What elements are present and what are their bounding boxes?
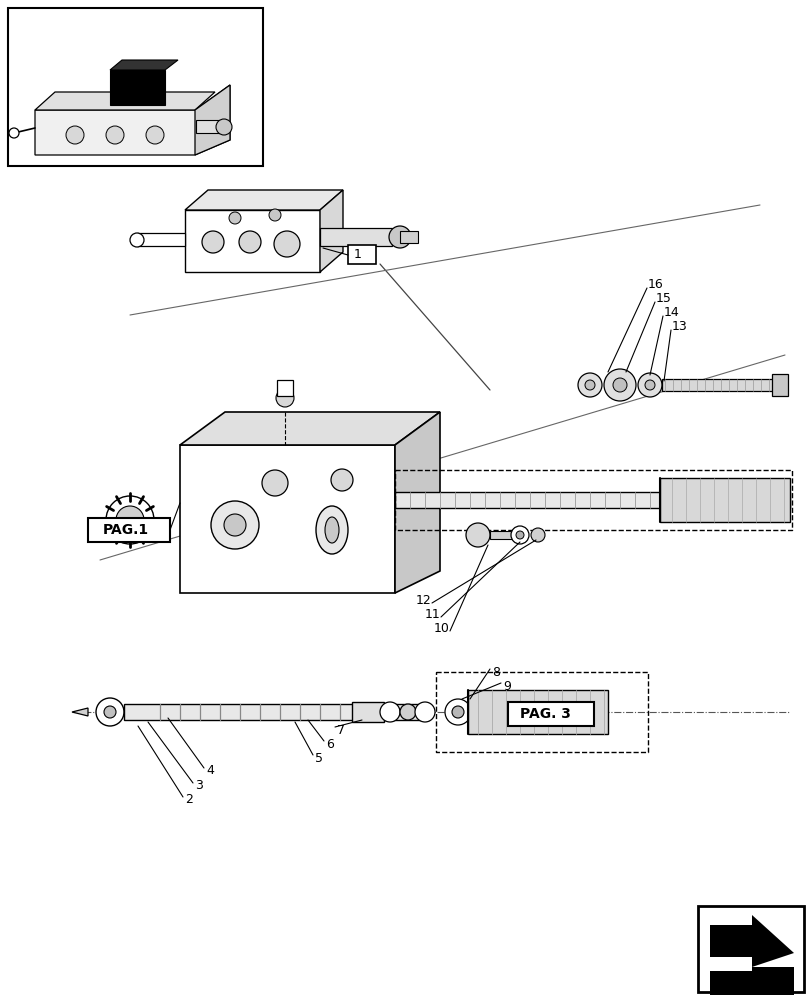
Bar bbox=[277, 380, 293, 396]
Bar bbox=[320, 228, 392, 246]
Polygon shape bbox=[109, 60, 178, 70]
Text: 14: 14 bbox=[663, 306, 679, 320]
Text: 7: 7 bbox=[337, 724, 345, 736]
Circle shape bbox=[224, 514, 246, 536]
Polygon shape bbox=[195, 85, 230, 155]
Circle shape bbox=[211, 501, 259, 549]
Circle shape bbox=[515, 531, 523, 539]
Circle shape bbox=[331, 469, 353, 491]
Bar bbox=[400, 231, 418, 243]
Polygon shape bbox=[109, 70, 165, 105]
Text: 8: 8 bbox=[491, 666, 500, 678]
Circle shape bbox=[106, 496, 154, 544]
Circle shape bbox=[273, 231, 299, 257]
Circle shape bbox=[452, 706, 463, 718]
Text: 12: 12 bbox=[415, 593, 431, 606]
Circle shape bbox=[612, 378, 626, 392]
Circle shape bbox=[388, 226, 410, 248]
Bar bbox=[180, 445, 394, 593]
Circle shape bbox=[146, 126, 164, 144]
Bar bbox=[348, 245, 375, 264]
Circle shape bbox=[584, 380, 594, 390]
Polygon shape bbox=[709, 915, 793, 967]
Bar bbox=[185, 210, 320, 272]
Polygon shape bbox=[35, 92, 215, 110]
Polygon shape bbox=[771, 374, 787, 396]
Circle shape bbox=[9, 128, 19, 138]
Bar bbox=[351, 702, 384, 722]
Bar bbox=[88, 518, 169, 542]
Circle shape bbox=[262, 470, 288, 496]
Bar bbox=[709, 967, 793, 995]
Circle shape bbox=[414, 702, 435, 722]
Polygon shape bbox=[180, 412, 440, 445]
Bar bbox=[137, 233, 185, 246]
Text: 4: 4 bbox=[206, 764, 213, 777]
Polygon shape bbox=[394, 412, 440, 593]
Text: 2: 2 bbox=[185, 793, 193, 806]
Circle shape bbox=[216, 119, 232, 135]
Circle shape bbox=[577, 373, 601, 397]
Circle shape bbox=[644, 380, 654, 390]
Circle shape bbox=[104, 706, 116, 718]
Text: PAG.1: PAG.1 bbox=[103, 523, 149, 537]
Circle shape bbox=[130, 233, 144, 247]
Circle shape bbox=[400, 704, 415, 720]
Circle shape bbox=[202, 231, 224, 253]
Text: 1: 1 bbox=[354, 248, 362, 261]
Circle shape bbox=[510, 526, 528, 544]
Text: PAG. 3: PAG. 3 bbox=[519, 707, 570, 721]
Text: 5: 5 bbox=[315, 752, 323, 764]
Circle shape bbox=[96, 698, 124, 726]
Circle shape bbox=[106, 126, 124, 144]
Circle shape bbox=[268, 209, 281, 221]
Bar bbox=[659, 478, 789, 522]
Polygon shape bbox=[185, 190, 342, 210]
Text: 3: 3 bbox=[195, 779, 203, 792]
Bar bbox=[661, 379, 776, 391]
Bar bbox=[394, 492, 789, 508]
Text: 13: 13 bbox=[672, 320, 687, 334]
Circle shape bbox=[276, 389, 294, 407]
Circle shape bbox=[466, 523, 489, 547]
Circle shape bbox=[238, 231, 260, 253]
Bar bbox=[124, 704, 428, 720]
Bar bbox=[467, 690, 607, 734]
Bar bbox=[508, 702, 594, 726]
Text: 10: 10 bbox=[433, 621, 449, 635]
Ellipse shape bbox=[315, 506, 348, 554]
Circle shape bbox=[380, 702, 400, 722]
Text: 11: 11 bbox=[424, 607, 440, 620]
Polygon shape bbox=[72, 708, 88, 716]
Bar bbox=[195, 120, 221, 133]
Text: 15: 15 bbox=[655, 292, 671, 306]
Circle shape bbox=[603, 369, 635, 401]
Bar bbox=[709, 915, 751, 971]
Text: 16: 16 bbox=[647, 278, 663, 292]
Text: 9: 9 bbox=[502, 680, 510, 692]
Polygon shape bbox=[35, 85, 230, 155]
Circle shape bbox=[229, 212, 241, 224]
Text: 6: 6 bbox=[325, 738, 333, 750]
Polygon shape bbox=[320, 190, 342, 272]
Ellipse shape bbox=[324, 517, 338, 543]
Bar bbox=[489, 531, 513, 539]
Bar bbox=[8, 8, 263, 166]
Circle shape bbox=[530, 528, 544, 542]
Circle shape bbox=[444, 699, 470, 725]
Circle shape bbox=[66, 126, 84, 144]
Circle shape bbox=[637, 373, 661, 397]
Bar bbox=[697, 906, 803, 992]
Circle shape bbox=[116, 506, 144, 534]
